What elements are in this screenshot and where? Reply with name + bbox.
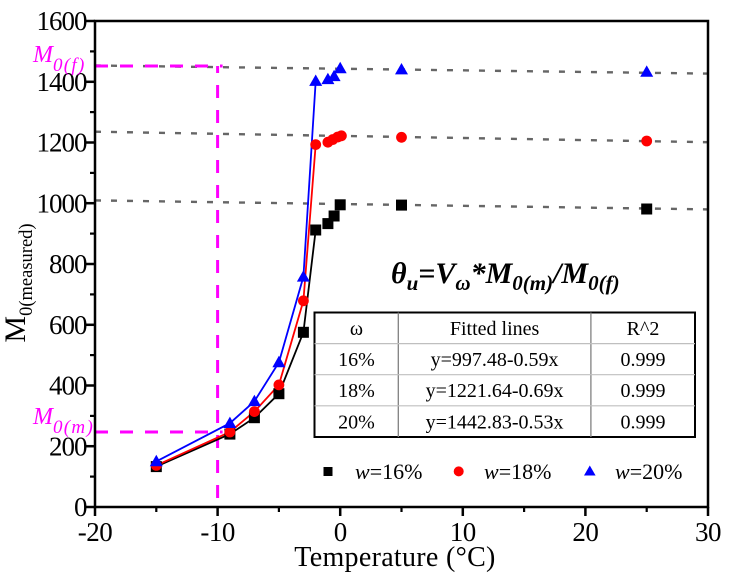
- svg-text:w=18%: w=18%: [484, 459, 551, 484]
- svg-text:18%: 18%: [338, 380, 375, 402]
- svg-text:-10: -10: [200, 517, 235, 547]
- svg-text:y=997.48-0.59x: y=997.48-0.59x: [431, 349, 559, 371]
- svg-text:ω: ω: [350, 318, 363, 340]
- svg-text:200: 200: [49, 431, 87, 461]
- svg-text:800: 800: [49, 249, 87, 279]
- svg-text:1200: 1200: [37, 128, 88, 158]
- svg-text:1600: 1600: [37, 6, 88, 36]
- svg-text:10: 10: [450, 517, 476, 547]
- svg-text:y=1221.64-0.69x: y=1221.64-0.69x: [426, 380, 564, 402]
- svg-text:30: 30: [695, 517, 721, 547]
- svg-text:16%: 16%: [338, 349, 375, 371]
- svg-text:R^2: R^2: [627, 318, 660, 340]
- svg-text:0.999: 0.999: [621, 411, 666, 433]
- svg-text:-20: -20: [78, 517, 113, 547]
- svg-text:0.999: 0.999: [621, 349, 666, 371]
- svg-text:400: 400: [49, 371, 87, 401]
- svg-text:1000: 1000: [37, 188, 88, 218]
- svg-text:0: 0: [334, 517, 347, 547]
- svg-text:600: 600: [49, 310, 87, 340]
- svg-text:20: 20: [572, 517, 598, 547]
- svg-text:w=20%: w=20%: [615, 459, 682, 484]
- svg-text:0.999: 0.999: [621, 380, 666, 402]
- svg-text:20%: 20%: [338, 411, 375, 433]
- svg-text:Fitted lines: Fitted lines: [450, 318, 540, 340]
- svg-text:θu=Vω*M0(m)/M0(f): θu=Vω*M0(m)/M0(f): [391, 257, 620, 295]
- svg-text:1400: 1400: [37, 67, 88, 97]
- svg-text:y=1442.83-0.53x: y=1442.83-0.53x: [426, 411, 564, 433]
- svg-text:0: 0: [74, 492, 87, 522]
- svg-text:Temperature (°C): Temperature (°C): [294, 542, 495, 573]
- svg-text:w=16%: w=16%: [355, 459, 422, 484]
